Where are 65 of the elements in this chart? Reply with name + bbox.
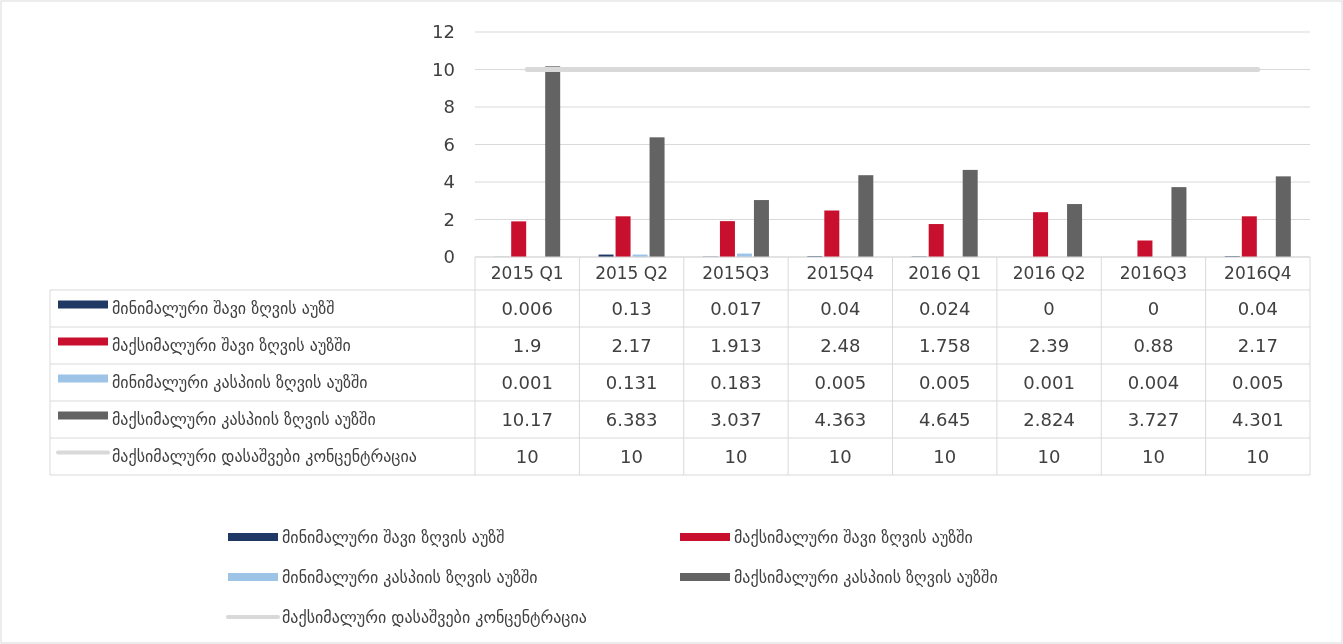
data-label: 10 [1037,445,1061,467]
data-label: 0.005 [918,371,971,393]
data-label: 0.131 [605,371,658,393]
data-label: 1.758 [918,334,971,356]
x-tick-label: 2015 Q1 [490,263,564,284]
data-label: 0.88 [1133,334,1174,356]
data-label: 4.301 [1232,408,1284,430]
data-label: 0.005 [1232,371,1284,393]
data-label: 10.17 [501,408,553,430]
data-label: 1.913 [710,334,762,356]
legend-label: მაქსიმალური შავი ზღვის აუზში [112,336,351,356]
y-tick-label: 0 [443,246,455,268]
y-tick-label: 6 [443,133,455,155]
x-tick-label: 2015Q4 [806,263,875,284]
x-tick-label: 2015 Q2 [595,263,668,284]
x-tick-label: 2016 Q2 [1012,263,1086,284]
y-tick-label: 12 [432,21,455,43]
data-label: 2.17 [611,334,652,356]
data-label: 10 [724,445,748,467]
data-label: 0.024 [918,297,971,319]
data-label: 0.004 [1127,371,1180,393]
data-label: 10 [620,445,644,467]
data-label: 2.48 [820,334,861,356]
data-label: 0.017 [710,297,762,319]
text: მაქსიმალური დასაშვები კონცენტრაცია [282,607,587,627]
data-label: 0.001 [501,371,553,393]
x-tick-label: 2015Q3 [702,263,770,284]
data-label: 0.006 [501,297,553,319]
data-label: 0 [1043,297,1055,319]
data-label: 3.727 [1127,408,1180,430]
text: მაქსიმალური კასპიის ზღვის აუზში [734,567,998,587]
data-label: 0.005 [814,371,867,393]
data-label: 0.13 [611,297,652,319]
data-label: 0.001 [1023,371,1075,393]
legend-label: მინიმალური კასპიის ზღვის აუზში [112,373,368,393]
data-label: 10 [515,445,539,467]
data-label: 2.824 [1023,408,1075,430]
legend-label: მინიმალური შავი ზღვის აუზშ [112,299,335,319]
data-label: 2.17 [1237,334,1278,356]
text: მინიმალური შავი ზღვის აუზშ [282,527,505,547]
data-label: 0.183 [710,371,762,393]
data-label: 3.037 [710,408,762,430]
data-label: 10 [1246,445,1270,467]
x-tick-label: 2016 Q1 [908,263,982,284]
legend-label: მაქსიმალური კასპიის ზღვის აუზში [112,410,376,430]
y-tick-label: 8 [443,96,455,118]
x-tick-label: 2016Q3 [1119,263,1188,284]
y-tick-label: 2 [443,208,455,230]
data-label: 0 [1147,297,1160,319]
text: მაქსიმალური შავი ზღვის აუზში [734,527,973,547]
data-label: 6.383 [605,408,658,430]
data-label: 10 [1141,445,1165,467]
data-label: 4.363 [814,408,867,430]
data-label: 10 [933,445,957,467]
data-label: 4.645 [918,408,971,430]
data-label: 10 [828,445,852,467]
data-label: 1.9 [512,334,542,356]
data-label: 0.04 [1237,297,1278,319]
data-label: 0.04 [820,297,861,319]
y-tick-label: 10 [432,58,455,80]
text: მინიმალური კასპიის ზღვის აუზში [282,567,538,587]
x-tick-label: 2016Q4 [1224,263,1292,284]
y-tick-label: 4 [443,171,455,193]
legend-label: მაქსიმალური დასაშვები კონცენტრაცია [112,447,417,467]
data-label: 2.39 [1029,334,1070,356]
